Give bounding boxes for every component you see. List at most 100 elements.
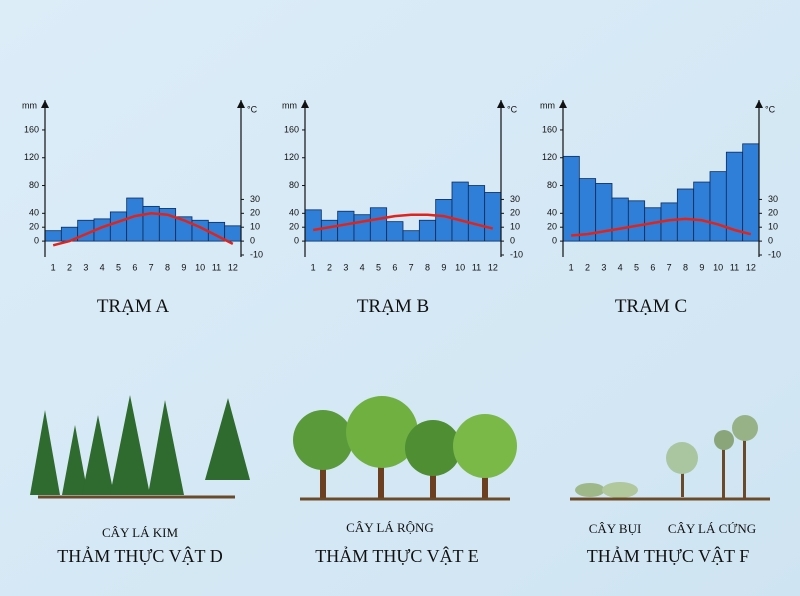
- y-tick-label: 0: [294, 235, 299, 245]
- chart-title: TRẠM C: [615, 296, 687, 317]
- precipitation-bar: [627, 200, 646, 242]
- chart-title: TRẠM B: [357, 296, 429, 317]
- y-tick-label: 80: [547, 180, 557, 190]
- x-tick-label: 12: [488, 262, 498, 272]
- precipitation-bar: [304, 209, 322, 242]
- y2-tick-label: 10: [250, 222, 260, 232]
- y-tick-label: 0: [552, 235, 557, 245]
- x-tick-label: 9: [441, 262, 446, 272]
- precipitation-bar: [369, 207, 388, 242]
- y-tick-label: 40: [289, 208, 299, 218]
- precipitation-bar: [435, 199, 453, 242]
- vegetation-label: CÂY LÁ KIM: [102, 525, 179, 540]
- x-tick-label: 10: [455, 262, 465, 272]
- broadleaf-forest: [293, 396, 517, 501]
- y-axis-label: mm: [282, 100, 297, 110]
- precipitation-bar: [709, 171, 727, 242]
- temperature-line: [571, 217, 752, 237]
- y-tick-label: 0: [34, 235, 39, 245]
- precipitation-bar: [142, 205, 160, 242]
- y2-axis-label: °C: [247, 104, 258, 114]
- x-tick-label: 2: [67, 262, 72, 272]
- x-tick-label: 6: [132, 262, 137, 272]
- x-tick-label: 4: [618, 262, 623, 272]
- precipitation-bar: [126, 197, 144, 242]
- x-tick-label: 5: [376, 262, 381, 272]
- y2-tick-label: 30: [250, 194, 260, 204]
- x-tick-label: 6: [650, 262, 655, 272]
- x-tick-label: 8: [425, 262, 430, 272]
- vegetation-title: THẢM THỰC VẬT F: [587, 545, 750, 566]
- x-tick-label: 2: [585, 262, 590, 272]
- x-tick-label: 2: [327, 262, 332, 272]
- x-tick-label: 3: [343, 262, 348, 272]
- vegetation-label: CÂY LÁ CỨNG: [668, 521, 756, 536]
- x-tick-label: 8: [165, 262, 170, 272]
- y2-tick-label: -10: [510, 249, 523, 259]
- precipitation-bar: [320, 219, 339, 242]
- x-tick-label: 8: [683, 262, 688, 272]
- axis-arrow: [497, 100, 505, 108]
- axis-arrow: [41, 100, 49, 108]
- y-tick-label: 40: [547, 208, 557, 218]
- axis-arrow: [237, 100, 245, 108]
- y2-tick-label: 0: [510, 235, 515, 245]
- vegetation-title: THẢM THỰC VẬT E: [315, 545, 478, 566]
- axis-arrow: [301, 100, 309, 108]
- precipitation-bar: [484, 192, 502, 242]
- y-tick-label: 160: [542, 124, 557, 134]
- x-tick-label: 7: [149, 262, 154, 272]
- x-tick-label: 7: [409, 262, 414, 272]
- precipitation-bar: [109, 211, 128, 242]
- x-tick-label: 11: [730, 262, 739, 272]
- x-tick-label: 1: [311, 262, 316, 272]
- x-tick-label: 5: [116, 262, 121, 272]
- precipitation-bar: [353, 214, 371, 242]
- precipitation-bar: [611, 197, 629, 242]
- conifer-forest: [30, 395, 250, 499]
- x-tick-label: 12: [228, 262, 238, 272]
- x-tick-label: 10: [195, 262, 205, 272]
- axis-arrow: [755, 100, 763, 108]
- y2-tick-label: 20: [510, 208, 520, 218]
- y-axis-label: mm: [540, 100, 555, 110]
- y2-tick-label: 20: [768, 208, 778, 218]
- chart-title: TRẠM A: [97, 296, 170, 317]
- y2-axis-label: °C: [765, 104, 776, 114]
- axis-arrow: [559, 100, 567, 108]
- y-tick-label: 20: [547, 222, 557, 232]
- x-tick-label: 11: [472, 262, 481, 272]
- vegetation-label: CÂY LÁ RỘNG: [346, 520, 434, 535]
- y-tick-label: 120: [24, 152, 39, 162]
- y2-tick-label: 0: [768, 235, 773, 245]
- x-tick-label: 12: [746, 262, 756, 272]
- y2-tick-label: 30: [510, 194, 520, 204]
- y2-tick-label: -10: [768, 249, 781, 259]
- x-tick-label: 5: [634, 262, 639, 272]
- temperature-line: [312, 213, 494, 232]
- y-tick-label: 160: [284, 124, 299, 134]
- x-tick-label: 11: [212, 262, 221, 272]
- y2-tick-label: 10: [510, 222, 520, 232]
- precipitation-bar: [742, 143, 760, 242]
- precipitation-bar: [676, 188, 695, 242]
- y-tick-label: 120: [542, 152, 557, 162]
- y2-tick-label: -10: [250, 249, 263, 259]
- precipitation-bar: [224, 225, 242, 242]
- shrub-vegetation: [570, 415, 770, 501]
- x-tick-label: 6: [392, 262, 397, 272]
- precipitation-bar: [44, 230, 62, 242]
- x-tick-label: 9: [181, 262, 186, 272]
- y2-axis-label: °C: [507, 104, 518, 114]
- precipitation-bar: [402, 230, 420, 242]
- x-tick-label: 4: [360, 262, 365, 272]
- precipitation-bar: [467, 185, 486, 242]
- y2-tick-label: 10: [768, 222, 778, 232]
- x-tick-label: 1: [569, 262, 574, 272]
- y2-tick-label: 0: [250, 235, 255, 245]
- y-tick-label: 40: [29, 208, 39, 218]
- vegetation-label: CÂY BỤI: [589, 521, 642, 536]
- x-tick-label: 4: [100, 262, 105, 272]
